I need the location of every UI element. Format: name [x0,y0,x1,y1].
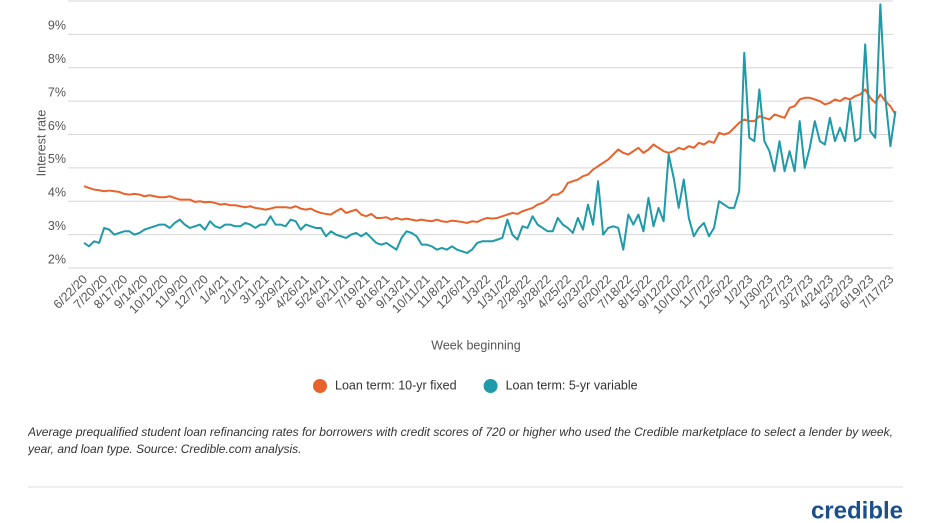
y-tick-label: 2% [48,252,66,266]
caption-box: Average prequalified student loan refina… [28,425,893,456]
legend-marker [483,379,498,393]
logo: credible [811,497,903,523]
legend-label: Loan term: 5-yr variable [506,378,638,392]
y-tick-label: 3% [48,219,66,233]
series-line [83,88,897,224]
legend-label: Loan term: 10-yr fixed [335,378,457,392]
x-axis-title: Week beginning [431,338,520,352]
y-axis-title: Interest rate [34,110,48,177]
y-tick-label: 4% [48,186,66,200]
y-tick-label: 7% [48,85,66,99]
y-tick-label: 6% [48,119,66,133]
series-line [83,3,897,254]
legend-marker [313,379,327,393]
caption: Average prequalified student loan refina… [28,425,893,456]
y-tick-label: 9% [48,19,66,33]
y-tick-label: 8% [48,52,66,66]
y-tick-label: 5% [48,152,66,166]
